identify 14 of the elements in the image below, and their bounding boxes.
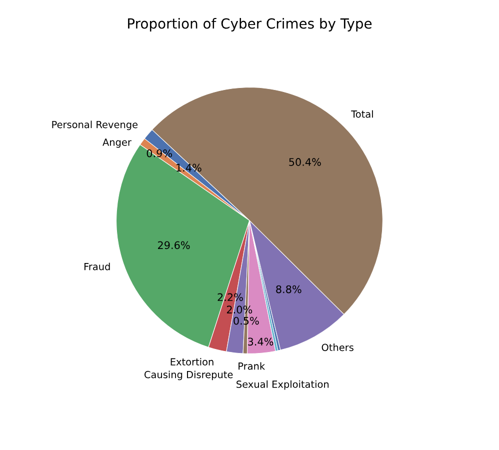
- slice-label: Extortion: [170, 358, 214, 366]
- slice-label: Prank: [238, 362, 266, 370]
- slice-label: Anger: [102, 138, 132, 148]
- slice-label: Personal Revenge: [52, 120, 138, 130]
- slice-label: Sexual Exploitation: [236, 380, 329, 390]
- data-label: 50.4%: [289, 158, 321, 166]
- slice-label: Fraud: [84, 262, 110, 270]
- slice-label: Others: [322, 344, 354, 352]
- chart-title: Proportion of Cyber Crimes by Type: [128, 18, 372, 32]
- slice-label: Total: [351, 110, 373, 118]
- data-label: 8.8%: [276, 285, 302, 294]
- data-label: 29.6%: [158, 241, 190, 250]
- data-label: 3.4%: [248, 338, 274, 346]
- slice-label: Causing Disrepute: [144, 370, 233, 380]
